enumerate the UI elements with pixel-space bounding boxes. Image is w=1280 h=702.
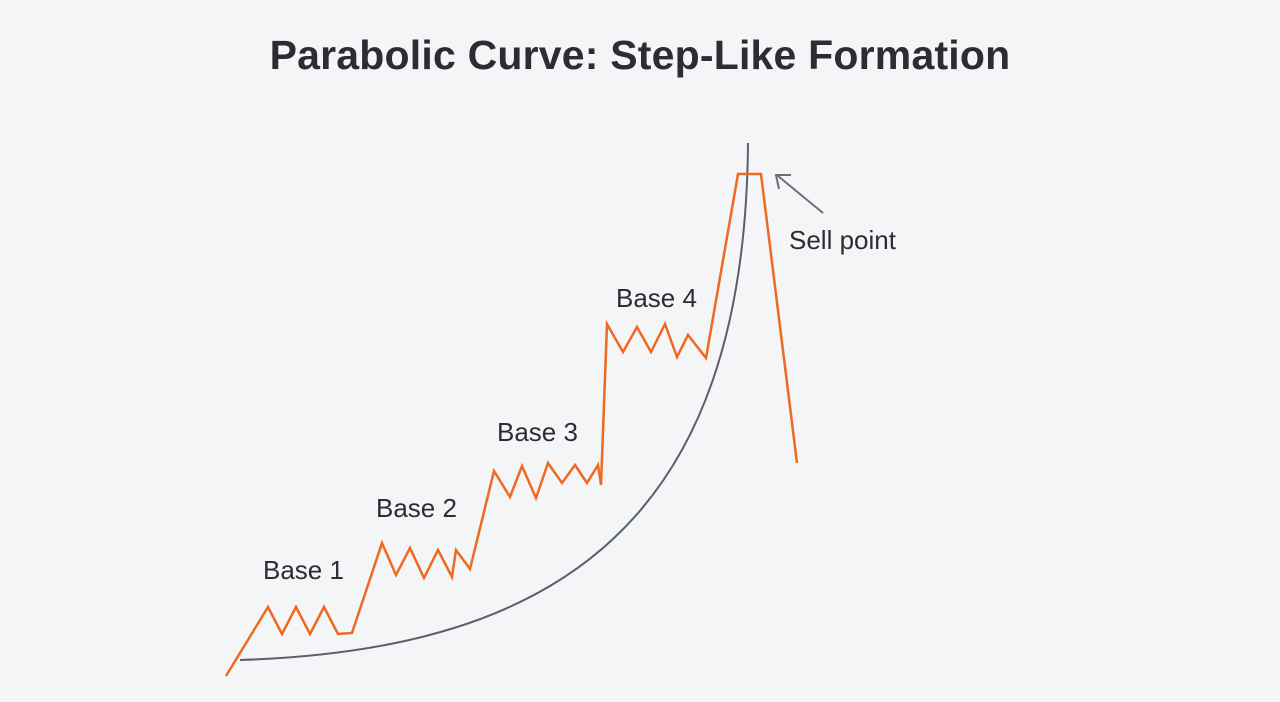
base-4-label: Base 4 (616, 283, 697, 313)
price-line (224, 172, 799, 677)
sell-point-arrow-shaft (777, 175, 824, 214)
base-1-label: Base 1 (263, 555, 344, 585)
base-2-label: Base 2 (376, 493, 457, 523)
sell-point-arrow-head (774, 174, 791, 190)
base-3-label: Base 3 (497, 417, 578, 447)
parabolic-curve-line (239, 142, 749, 661)
sell-point-label: Sell point (789, 225, 897, 255)
diagram-title: Parabolic Curve: Step-Like Formation (269, 32, 1011, 78)
